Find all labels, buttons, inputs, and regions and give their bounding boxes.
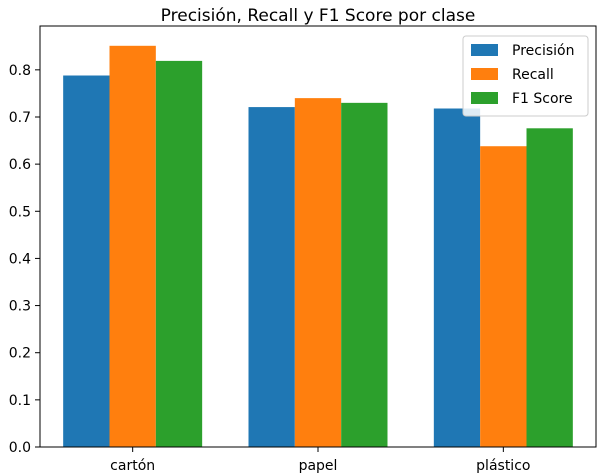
- legend-swatch: [471, 44, 498, 56]
- bar-1-papel: [248, 107, 295, 447]
- x-tick-label: plástico: [476, 458, 530, 474]
- x-tick-label: papel: [299, 458, 338, 474]
- bar-2-plástico: [480, 146, 527, 447]
- bar-2-cartón: [109, 45, 156, 448]
- legend-label: F1 Score: [512, 91, 573, 107]
- bar-3-plástico: [526, 128, 573, 448]
- bar-2-papel: [294, 98, 342, 447]
- y-tick-label: 0.1: [9, 393, 31, 409]
- x-tick-label: cartón: [110, 458, 155, 474]
- y-tick-label: 0.8: [9, 63, 31, 79]
- bar-3-cartón: [155, 60, 203, 447]
- legend-swatch: [471, 68, 498, 80]
- legend-swatch: [471, 92, 498, 104]
- y-axis: 0.0 0.1 0.2 0.3 0.4 0.5 0.6 0.7 0.8: [9, 63, 40, 456]
- y-tick-label: 0.6: [9, 157, 31, 173]
- legend-label: Recall: [512, 67, 554, 83]
- y-tick-label: 0.5: [9, 204, 31, 220]
- bar-1-cartón: [63, 75, 110, 447]
- chart-title: Precisión, Recall y F1 Score por clase: [161, 6, 476, 26]
- legend: Precisión Recall F1 Score: [462, 35, 589, 117]
- y-tick-label: 0.3: [9, 299, 31, 315]
- y-tick-label: 0.4: [9, 251, 31, 267]
- bar-1-plástico: [433, 108, 481, 447]
- legend-label: Precisión: [512, 43, 574, 59]
- bars-group: [63, 45, 573, 448]
- y-tick-label: 0.7: [9, 110, 31, 126]
- x-axis: cartón papel plástico: [110, 447, 530, 474]
- y-tick-label: 0.0: [9, 440, 31, 456]
- bar-3-papel: [341, 102, 388, 447]
- y-tick-label: 0.2: [9, 346, 31, 362]
